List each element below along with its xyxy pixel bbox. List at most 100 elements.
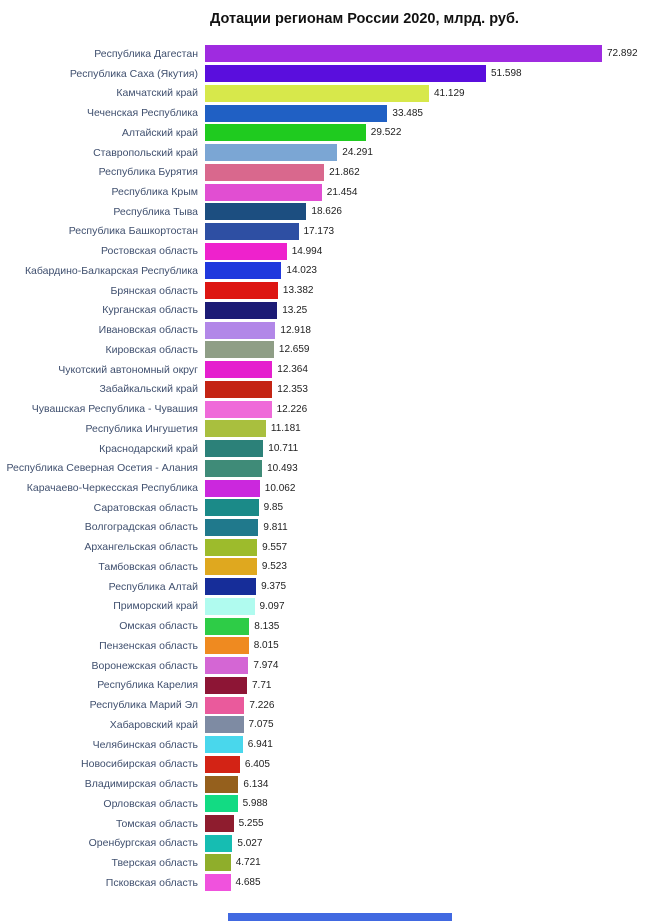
chart-row: Чувашская Республика - Чувашия 12.226	[0, 399, 660, 419]
chart-title: Дотации регионам России 2020, млрд. руб.	[210, 11, 519, 27]
chart-row: Саратовская область 9.85	[0, 498, 660, 518]
chart-row: Волгоградская область 9.811	[0, 518, 660, 538]
category-label: Ивановская область	[98, 324, 198, 337]
value-label: 5.027	[237, 837, 263, 849]
bar-track: 14.023	[205, 261, 660, 281]
category-label: Чеченская Республика	[87, 107, 198, 120]
category-label: Новосибирская область	[81, 758, 198, 771]
bar	[205, 163, 325, 181]
category-label: Республика Саха (Якутия)	[69, 67, 198, 80]
chart-row: Кабардино-Балкарская Республика 14.023	[0, 261, 660, 281]
bar	[205, 183, 322, 201]
bar	[205, 834, 233, 852]
bar-track: 7.226	[205, 695, 660, 715]
bar-track: 21.454	[205, 182, 660, 202]
bar-track: 9.811	[205, 518, 660, 538]
value-label: 9.375	[261, 581, 287, 593]
value-label: 51.598	[491, 68, 522, 80]
chart-row: Воронежская область 7.974	[0, 656, 660, 676]
bar	[205, 400, 272, 418]
chart-row: Владимирская область 6.134	[0, 774, 660, 794]
category-label: Камчатский край	[116, 87, 198, 100]
bar-track: 5.988	[205, 794, 660, 814]
bar-track: 9.523	[205, 557, 660, 577]
value-label: 13.382	[282, 285, 314, 297]
bar	[205, 282, 278, 300]
value-label: 10.493	[267, 462, 298, 474]
bar	[205, 242, 287, 260]
bar-track: 12.918	[205, 320, 660, 340]
bar-track: 17.173	[205, 222, 660, 242]
bar	[205, 380, 273, 398]
category-label: Оренбургская область	[88, 837, 198, 850]
category-label: Чукотский автономный округ	[58, 363, 198, 376]
chart-row: Карачаево-Черкесская Республика 10.062	[0, 478, 660, 498]
chart-rows: Республика Дагестан 72.892 Республика Саха…	[0, 44, 660, 893]
chart-row: Ставропольский край 24.291	[0, 143, 660, 163]
bar	[205, 657, 249, 675]
category-label: Чувашская Республика - Чувашия	[31, 403, 198, 416]
bar	[205, 676, 247, 694]
category-label: Ростовская область	[100, 245, 198, 258]
category-label: Республика Алтай	[108, 580, 198, 593]
bar-track: 5.027	[205, 833, 660, 853]
bar	[205, 558, 257, 576]
bar	[205, 637, 249, 655]
chart-row: Оренбургская область 5.027	[0, 833, 660, 853]
bar	[205, 459, 263, 477]
category-label: Тверская область	[111, 856, 199, 869]
bar-track: 14.994	[205, 241, 660, 261]
value-label: 11.181	[270, 423, 301, 435]
value-label: 12.918	[280, 324, 311, 336]
category-label: Алтайский край	[121, 126, 198, 139]
bar	[205, 815, 234, 832]
chart-row: Республика Бурятия 21.862	[0, 162, 660, 182]
chart-row: Чеченская Республика 33.485	[0, 103, 660, 123]
category-label: Челябинская область	[92, 738, 198, 751]
chart-row: Псковская область 4.685	[0, 873, 660, 893]
chart-row: Орловская область 5.988	[0, 794, 660, 814]
chart-row: Республика Крым 21.454	[0, 182, 660, 202]
bar-track: 21.862	[205, 162, 660, 182]
category-label: Республика Башкортостан	[68, 225, 198, 238]
category-label: Забайкальский край	[99, 383, 198, 396]
bar	[205, 854, 231, 872]
bar	[205, 144, 338, 162]
bar-track: 8.135	[205, 616, 660, 636]
chart-row: Пензенская область 8.015	[0, 636, 660, 656]
bar-track: 7.075	[205, 715, 660, 735]
value-label: 10.062	[264, 482, 296, 494]
value-label: 29.522	[370, 127, 402, 139]
bar-track: 9.375	[205, 577, 660, 597]
chart-row: Архангельская область 9.557	[0, 537, 660, 557]
chart-row: Республика Северная Осетия - Алания 10.49…	[0, 458, 660, 478]
category-label: Республика Дагестан	[94, 47, 198, 60]
bar-track: 10.711	[205, 439, 660, 459]
bar-track: 11.181	[205, 419, 660, 439]
bar	[205, 104, 388, 122]
bar	[205, 775, 239, 793]
bar-track: 9.097	[205, 597, 660, 617]
chart-row: Томская область 5.255	[0, 814, 660, 834]
bar	[205, 499, 259, 517]
category-label: Саратовская область	[93, 501, 198, 514]
bar-track: 10.493	[205, 458, 660, 478]
bar	[205, 361, 273, 379]
bar-track: 4.721	[205, 853, 660, 873]
bar-track: 12.659	[205, 340, 660, 360]
chart-row: Республика Алтай 9.375	[0, 577, 660, 597]
value-label: 7.71	[252, 679, 272, 691]
value-label: 8.015	[253, 640, 279, 652]
value-label: 12.364	[277, 364, 308, 376]
bar-track: 12.226	[205, 399, 660, 419]
chart-row: Ивановская область 12.918	[0, 320, 660, 340]
bar-track: 24.291	[205, 143, 660, 163]
bar-track: 9.557	[205, 537, 660, 557]
bar	[205, 321, 276, 339]
bar	[205, 222, 299, 240]
bar	[205, 440, 264, 458]
bar-track: 51.598	[205, 64, 660, 84]
chart-row: Брянская область 13.382	[0, 281, 660, 301]
value-label: 21.862	[329, 166, 360, 178]
value-label: 21.454	[326, 186, 358, 198]
